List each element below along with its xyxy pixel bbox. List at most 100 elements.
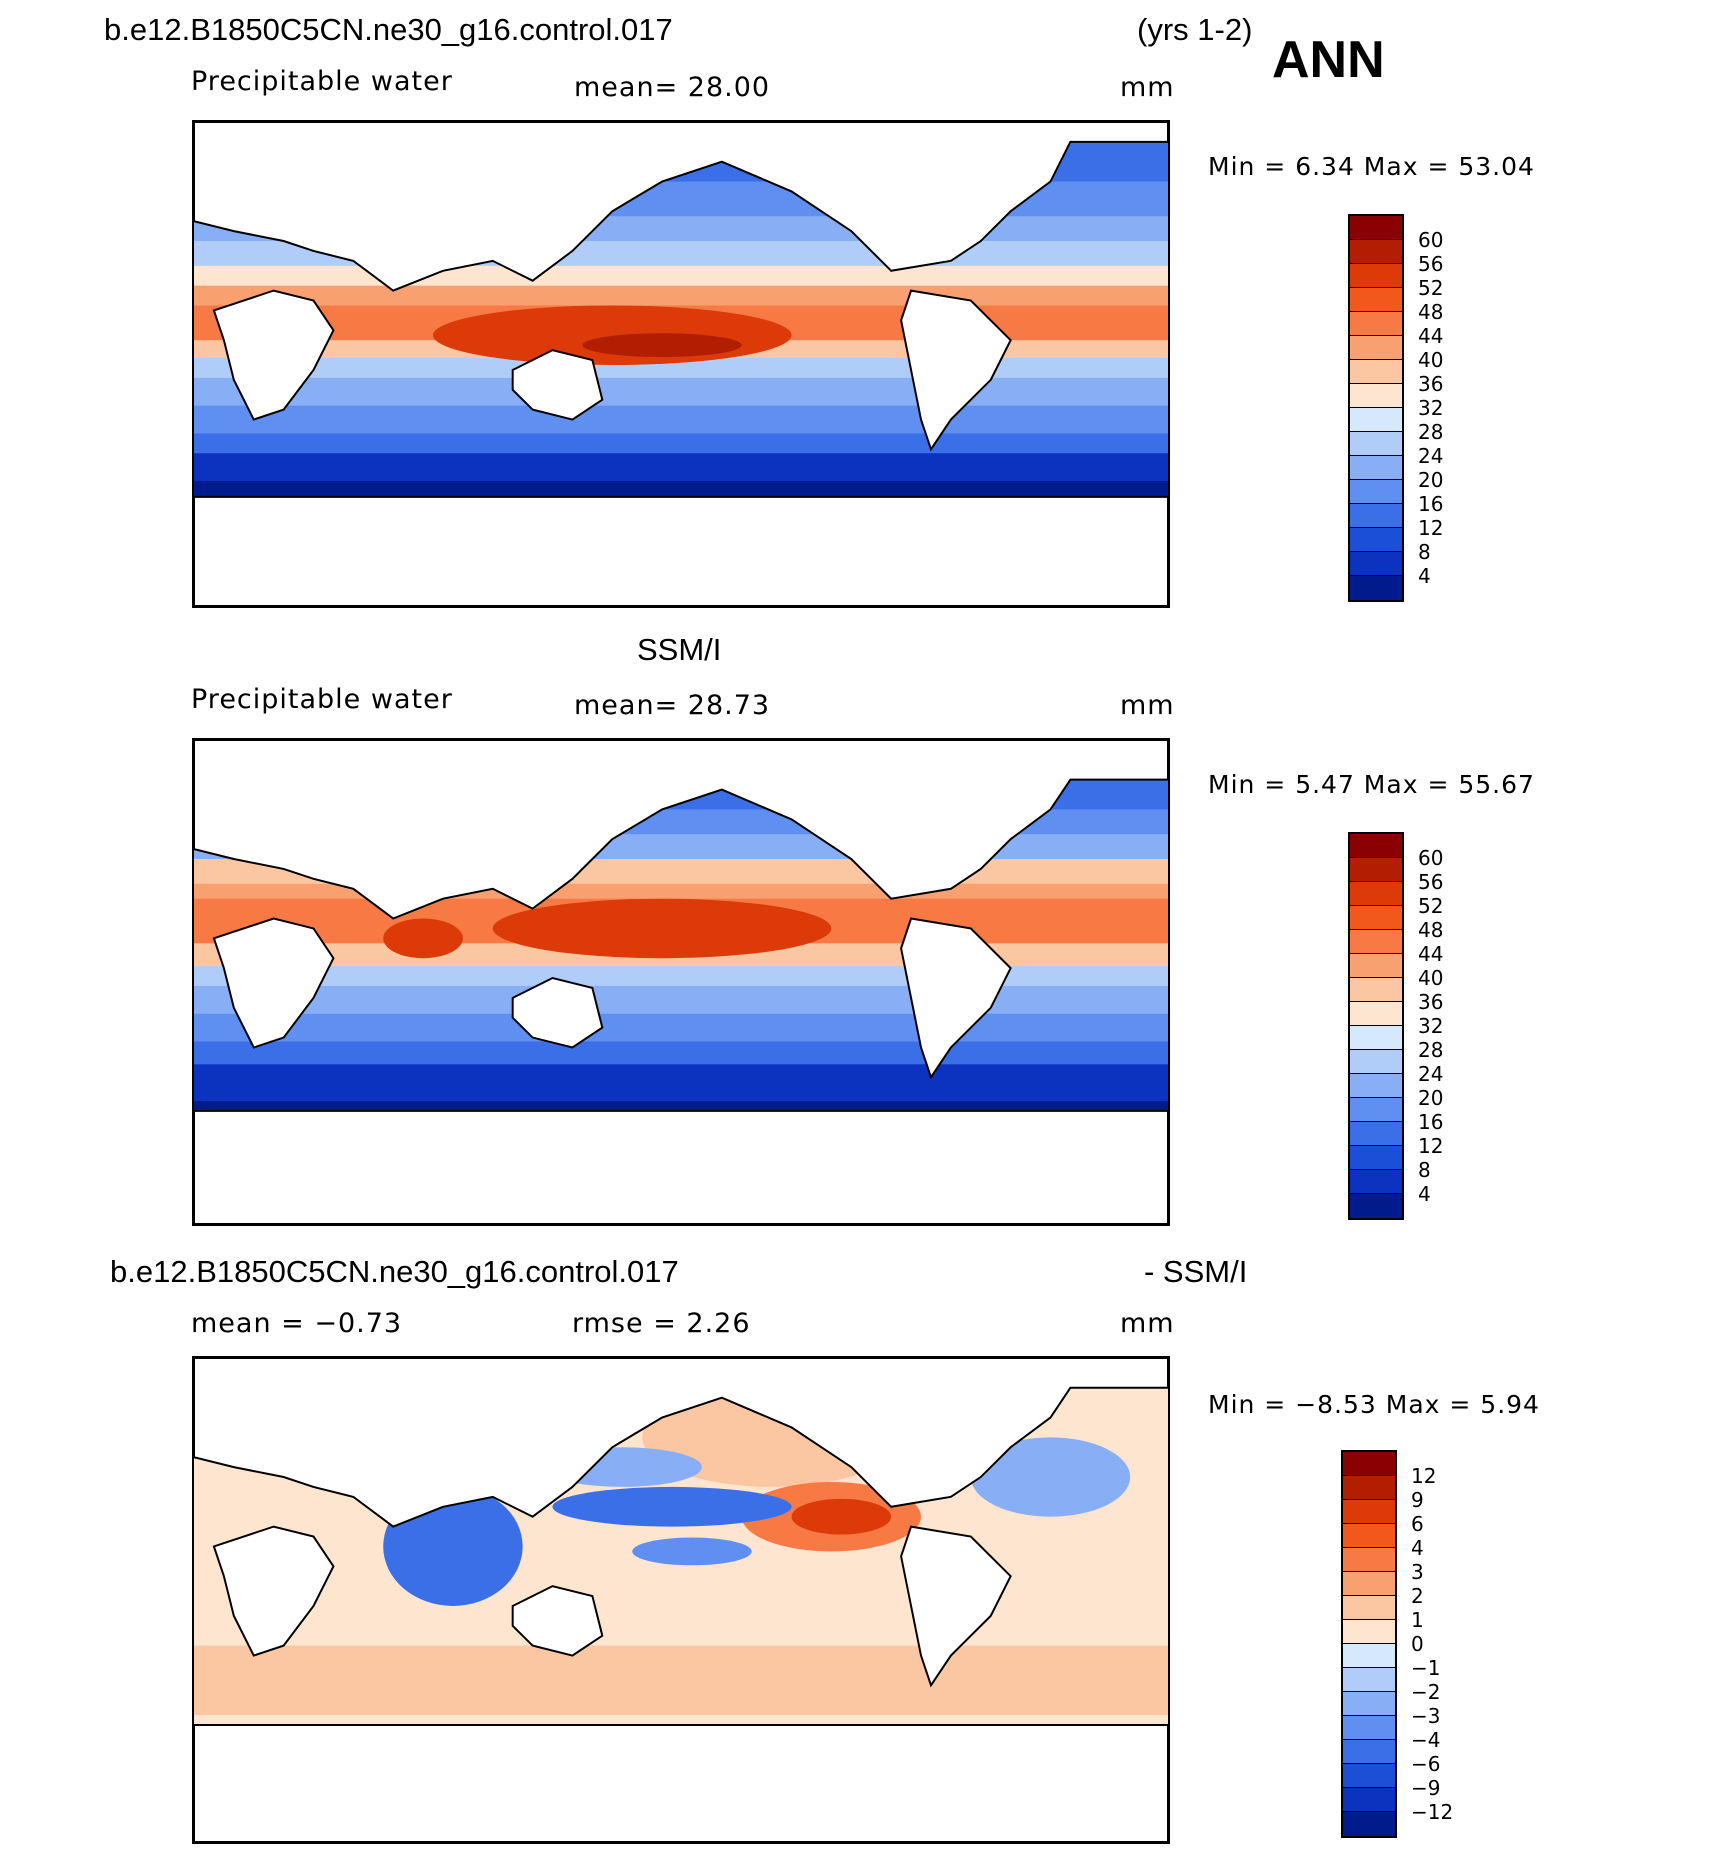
- panel2-colorbar: [1348, 832, 1404, 1220]
- panel1-colorbar-tick-label: 52: [1418, 276, 1444, 300]
- panel1-colorbar-tick-label: 36: [1418, 372, 1444, 396]
- panel2-colorbar-segment: [1350, 1098, 1402, 1122]
- panel1-colorbar-segment: [1350, 528, 1402, 552]
- panel2-colorbar-tick-label: 28: [1418, 1038, 1444, 1062]
- panel3-colorbar-segment: [1343, 1476, 1395, 1500]
- season-label: ANN: [1272, 31, 1385, 89]
- panel1-colorbar-tick-label: 40: [1418, 348, 1444, 372]
- panel3-colorbar: [1341, 1450, 1397, 1838]
- panel2-map-svg: [194, 740, 1168, 1224]
- panel2-map: [192, 738, 1170, 1226]
- panel1-colorbar-segment: [1350, 504, 1402, 528]
- panel2-colorbar-segment: [1350, 1074, 1402, 1098]
- panel3-colorbar-segment: [1343, 1572, 1395, 1596]
- panel1-colorbar-tick-label: 24: [1418, 444, 1444, 468]
- panel3-colorbar-tick-label: 2: [1411, 1584, 1424, 1608]
- panel2-colorbar-segment: [1350, 1002, 1402, 1026]
- panel1-mean: mean= 28.00: [574, 72, 771, 103]
- panel1-colorbar-tick-label: 56: [1418, 252, 1444, 276]
- panel1-variable: Precipitable water: [191, 66, 453, 97]
- panel2-colorbar-tick-label: 48: [1418, 918, 1444, 942]
- panel1-map: [192, 120, 1170, 608]
- panel1-minmax: Min = 6.34 Max = 53.04: [1208, 152, 1535, 181]
- panel1-colorbar-segment: [1350, 480, 1402, 504]
- case-name: b.e12.B1850C5CN.ne30_g16.control.017: [104, 12, 673, 47]
- panel2-colorbar-segment: [1350, 906, 1402, 930]
- years-label: (yrs 1-2): [1137, 12, 1253, 47]
- panel1-colorbar-segment: [1350, 264, 1402, 288]
- panel1-colorbar-tick-label: 32: [1418, 396, 1444, 420]
- panel3-map: [192, 1356, 1170, 1844]
- panel3-colorbar-segment: [1343, 1812, 1395, 1836]
- panel3-minmax: Min = −8.53 Max = 5.94: [1208, 1390, 1540, 1419]
- panel3-rmse: rmse = 2.26: [572, 1308, 751, 1339]
- panel2-colorbar-segment: [1350, 1122, 1402, 1146]
- panel3-colorbar-tick-label: 6: [1411, 1512, 1424, 1536]
- panel2-title: SSM/I: [637, 632, 722, 667]
- panel2-colorbar-tick-label: 12: [1418, 1134, 1444, 1158]
- panel2-variable: Precipitable water: [191, 684, 453, 715]
- panel3-colorbar-tick-label: −12: [1411, 1800, 1454, 1824]
- panel3-colorbar-tick-label: 12: [1411, 1464, 1437, 1488]
- panel2-colorbar-tick-label: 24: [1418, 1062, 1444, 1086]
- panel1-colorbar-tick-label: 60: [1418, 228, 1444, 252]
- panel3-colorbar-segment: [1343, 1788, 1395, 1812]
- panel1-colorbar-segment: [1350, 288, 1402, 312]
- panel3-units: mm: [1120, 1308, 1175, 1339]
- panel3-colorbar-segment: [1343, 1500, 1395, 1524]
- panel1-colorbar: [1348, 214, 1404, 602]
- panel2-colorbar-segment: [1350, 930, 1402, 954]
- panel2-colorbar-tick-label: 8: [1418, 1158, 1431, 1182]
- panel2-colorbar-segment: [1350, 1170, 1402, 1194]
- panel2-colorbar-tick-label: 40: [1418, 966, 1444, 990]
- panel2-colorbar-tick-label: 52: [1418, 894, 1444, 918]
- panel2-colorbar-tick-label: 36: [1418, 990, 1444, 1014]
- panel3-colorbar-tick-label: −6: [1411, 1752, 1441, 1776]
- panel1-colorbar-segment: [1350, 384, 1402, 408]
- panel3-colorbar-tick-label: −1: [1411, 1656, 1441, 1680]
- panel3-colorbar-tick-label: −3: [1411, 1704, 1441, 1728]
- panel3-colorbar-tick-label: 4: [1411, 1536, 1424, 1560]
- panel3-colorbar-segment: [1343, 1620, 1395, 1644]
- panel2-colorbar-segment: [1350, 1050, 1402, 1074]
- panel2-colorbar-tick-label: 32: [1418, 1014, 1444, 1038]
- panel1-colorbar-segment: [1350, 576, 1402, 600]
- panel3-colorbar-segment: [1343, 1716, 1395, 1740]
- panel3-colorbar-tick-label: 0: [1411, 1632, 1424, 1656]
- panel3-colorbar-segment: [1343, 1596, 1395, 1620]
- panel3-colorbar-segment: [1343, 1764, 1395, 1788]
- panel2-colorbar-segment: [1350, 1194, 1402, 1218]
- panel1-colorbar-tick-label: 44: [1418, 324, 1444, 348]
- panel3-mean: mean = −0.73: [191, 1308, 403, 1339]
- panel2-colorbar-segment: [1350, 954, 1402, 978]
- panel2-colorbar-tick-label: 20: [1418, 1086, 1444, 1110]
- panel3-colorbar-tick-label: 3: [1411, 1560, 1424, 1584]
- panel3-colorbar-segment: [1343, 1692, 1395, 1716]
- panel1-colorbar-segment: [1350, 432, 1402, 456]
- panel3-colorbar-tick-label: 9: [1411, 1488, 1424, 1512]
- panel1-colorbar-segment: [1350, 216, 1402, 240]
- panel3-colorbar-tick-label: −9: [1411, 1776, 1441, 1800]
- panel1-colorbar-segment: [1350, 360, 1402, 384]
- panel3-colorbar-tick-label: −4: [1411, 1728, 1441, 1752]
- panel1-colorbar-segment: [1350, 552, 1402, 576]
- panel3-title-left: b.e12.B1850C5CN.ne30_g16.control.017: [110, 1254, 679, 1289]
- panel2-colorbar-tick-label: 4: [1418, 1182, 1431, 1206]
- panel3-map-svg: [194, 1358, 1168, 1842]
- panel1-colorbar-tick-label: 4: [1418, 564, 1431, 588]
- panel2-colorbar-tick-label: 60: [1418, 846, 1444, 870]
- panel3-colorbar-segment: [1343, 1740, 1395, 1764]
- panel1-colorbar-tick-label: 28: [1418, 420, 1444, 444]
- panel2-colorbar-segment: [1350, 858, 1402, 882]
- panel2-colorbar-segment: [1350, 978, 1402, 1002]
- panel1-colorbar-tick-label: 8: [1418, 540, 1431, 564]
- panel1-colorbar-segment: [1350, 456, 1402, 480]
- panel2-minmax: Min = 5.47 Max = 55.67: [1208, 770, 1535, 799]
- panel2-colorbar-tick-label: 16: [1418, 1110, 1444, 1134]
- panel2-colorbar-tick-label: 44: [1418, 942, 1444, 966]
- panel3-colorbar-segment: [1343, 1548, 1395, 1572]
- panel1-colorbar-tick-label: 48: [1418, 300, 1444, 324]
- panel3-colorbar-tick-label: 1: [1411, 1608, 1424, 1632]
- panel3-colorbar-tick-label: −2: [1411, 1680, 1441, 1704]
- panel2-colorbar-tick-label: 56: [1418, 870, 1444, 894]
